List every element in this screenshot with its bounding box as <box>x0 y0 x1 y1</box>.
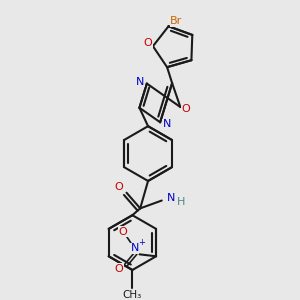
Text: N: N <box>163 119 171 129</box>
Text: N: N <box>167 193 176 202</box>
Text: H: H <box>177 196 185 206</box>
Text: O: O <box>118 227 127 237</box>
Text: N: N <box>136 76 144 87</box>
Text: O: O <box>144 38 152 48</box>
Text: Br: Br <box>170 16 182 26</box>
Text: +: + <box>138 238 145 247</box>
Text: O: O <box>114 182 123 192</box>
Text: CH₃: CH₃ <box>123 290 142 300</box>
Text: O: O <box>115 264 123 274</box>
Text: O: O <box>182 104 190 114</box>
Text: N: N <box>130 244 139 254</box>
